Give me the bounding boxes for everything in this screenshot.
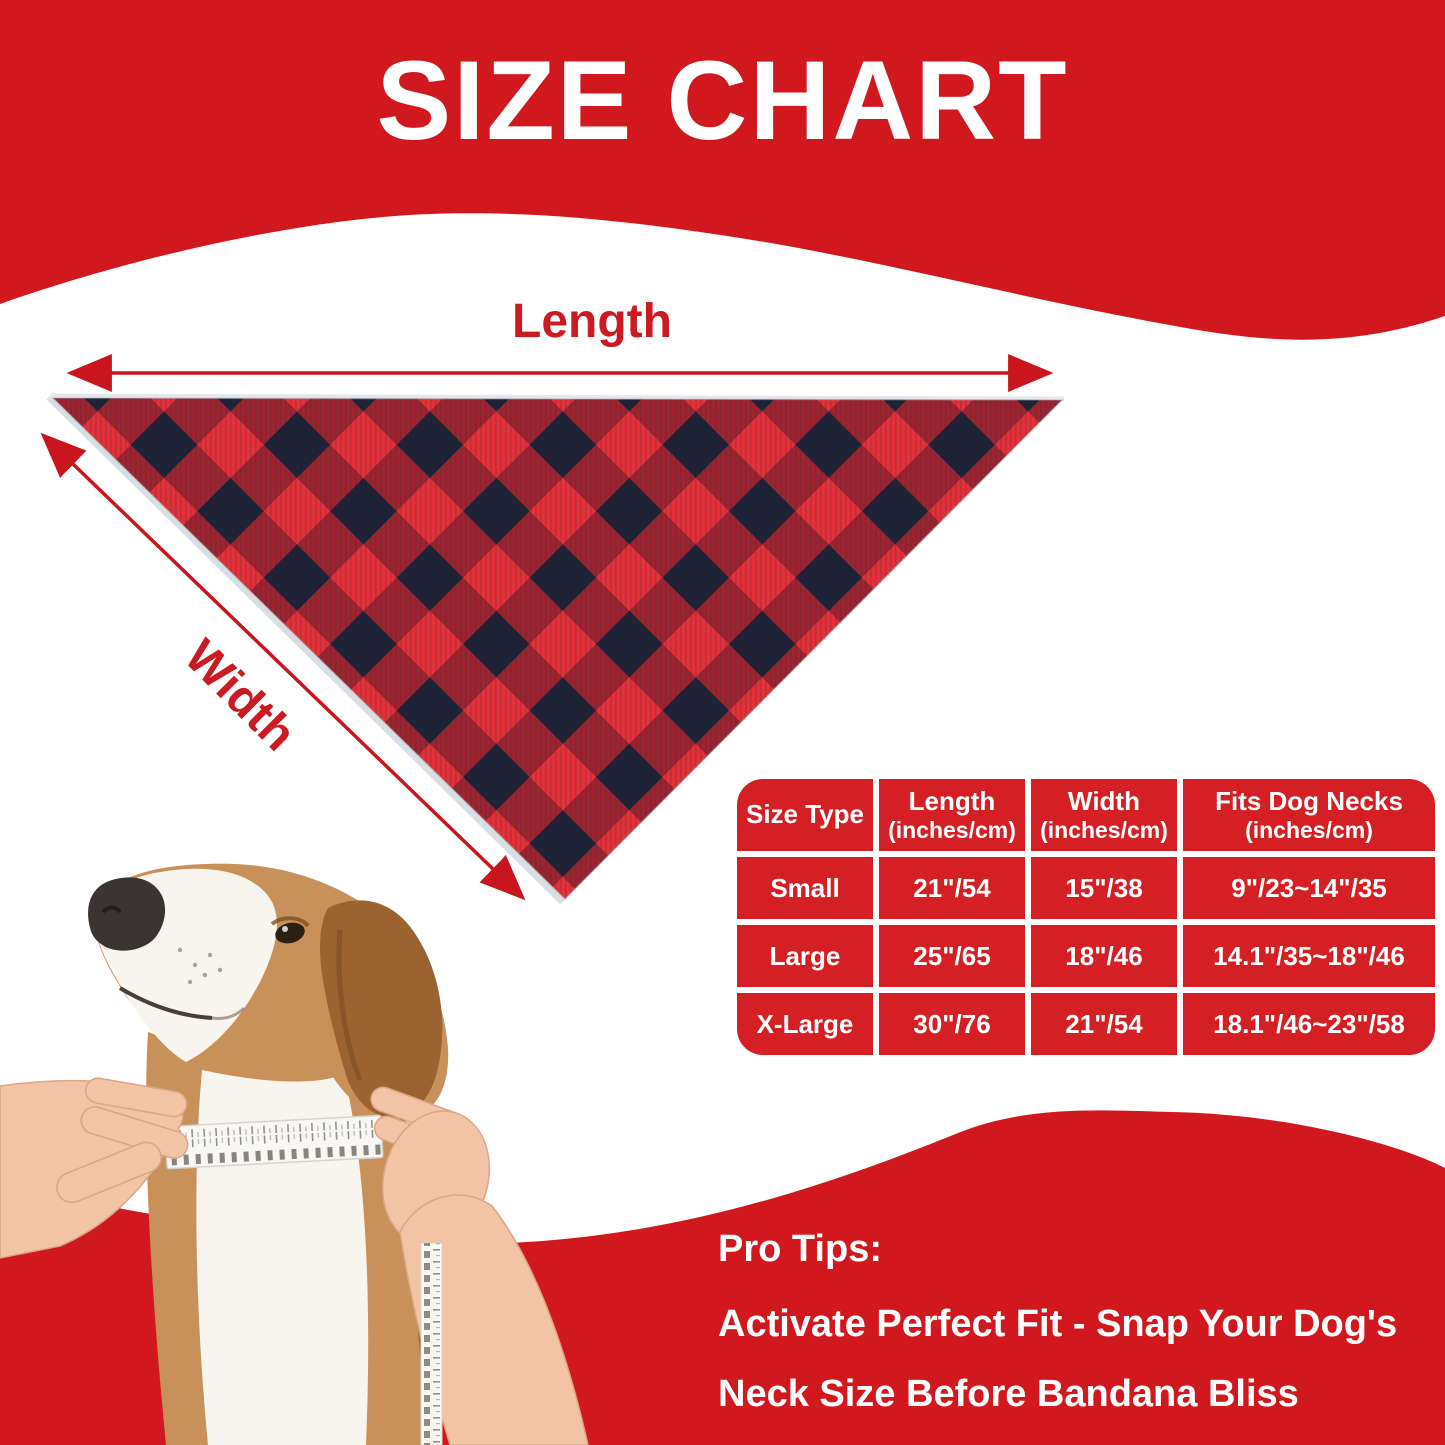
size-chart-table: Size Type Length (inches/cm) Width (inch…	[737, 779, 1435, 1055]
tape-measure-vertical	[420, 1242, 443, 1445]
table-cell-large-width: 18"/46	[1031, 925, 1177, 987]
header-label: Size Type	[745, 799, 864, 830]
table-cell-small-neck: 9"/23~14"/35	[1183, 857, 1435, 919]
header-label: Fits Dog Necks	[1215, 785, 1403, 816]
header-sub: (inches/cm)	[1245, 816, 1373, 843]
table-header-length: Length (inches/cm)	[879, 779, 1025, 851]
table-cell-large-length: 25"/65	[879, 925, 1025, 987]
pro-tips-line: Neck Size Before Bandana Bliss	[718, 1373, 1299, 1415]
table-header-width: Width (inches/cm)	[1031, 779, 1177, 851]
table-cell-xlarge-size: X-Large	[737, 993, 873, 1055]
left-hand	[0, 1077, 189, 1259]
table-header-size-type: Size Type	[737, 779, 873, 851]
length-dimension-label: Length	[512, 295, 672, 348]
table-cell-xlarge-length: 30"/76	[879, 993, 1025, 1055]
header-label: Width	[1068, 785, 1140, 816]
table-cell-small-width: 15"/38	[1031, 857, 1177, 919]
table-cell-xlarge-neck: 18.1"/46~23"/58	[1183, 993, 1435, 1055]
right-hand	[370, 1086, 589, 1445]
table-cell-large-neck: 14.1"/35~18"/46	[1183, 925, 1435, 987]
dog-measurement-photo	[0, 863, 589, 1445]
pro-tips-line: Activate Perfect Fit - Snap Your Dog's	[718, 1303, 1398, 1345]
header-sub: (inches/cm)	[1040, 816, 1168, 843]
table-header-fits-dog-necks: Fits Dog Necks (inches/cm)	[1183, 779, 1435, 851]
table-cell-large-size: Large	[737, 925, 873, 987]
page-title: SIZE CHART	[376, 38, 1069, 163]
header-label: Length	[908, 785, 996, 816]
table-cell-xlarge-width: 21"/54	[1031, 993, 1177, 1055]
width-arrow	[40, 432, 526, 901]
pro-tips-heading: Pro Tips:	[718, 1228, 882, 1270]
table-cell-small-size: Small	[737, 857, 873, 919]
table-cell-small-length: 21"/54	[879, 857, 1025, 919]
pro-tips-section: Pro Tips: Activate Perfect Fit - Snap Yo…	[718, 1228, 1397, 1443]
header-wave-shape	[0, 0, 1445, 340]
header-sub: (inches/cm)	[888, 816, 1016, 843]
